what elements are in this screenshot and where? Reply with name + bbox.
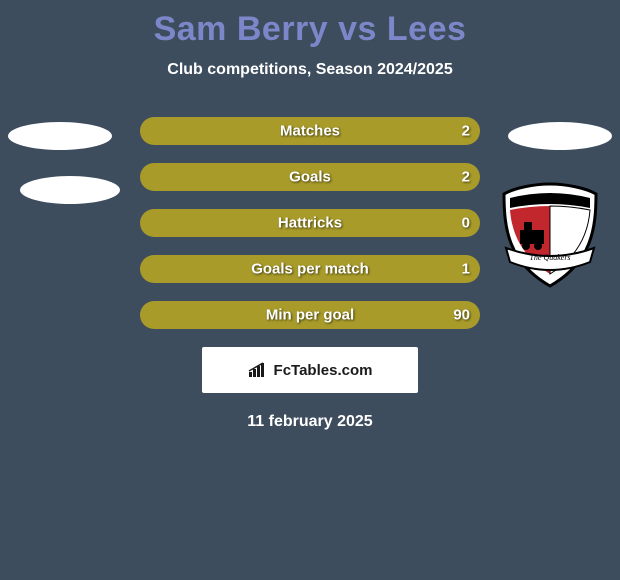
- bar-chart-icon: [248, 362, 268, 378]
- stat-value-right: 0: [462, 215, 470, 232]
- stat-bar: [140, 163, 480, 191]
- stat-row: Hattricks0: [0, 209, 620, 237]
- stats-bars: Matches2 Goals2 Hattricks0 Goals per match1…: [0, 117, 620, 329]
- stat-value-right: 2: [462, 169, 470, 186]
- stat-row: Matches2: [0, 117, 620, 145]
- stat-bar: [140, 117, 480, 145]
- date-text: 11 february 2025: [0, 413, 620, 431]
- subtitle: Club competitions, Season 2024/2025: [0, 61, 620, 79]
- stat-value-right: 1: [462, 261, 470, 278]
- stat-row: Min per goal90: [0, 301, 620, 329]
- brand-logo-box: FcTables.com: [202, 347, 418, 393]
- stat-bar: [140, 209, 480, 237]
- brand-text: FcTables.com: [274, 362, 373, 379]
- stat-value-right: 90: [453, 307, 470, 324]
- stat-value-right: 2: [462, 123, 470, 140]
- stat-bar: [140, 301, 480, 329]
- stat-row: Goals2: [0, 163, 620, 191]
- stat-row: Goals per match1: [0, 255, 620, 283]
- page-title: Sam Berry vs Lees: [0, 0, 620, 49]
- stat-bar: [140, 255, 480, 283]
- player-comparison-infographic: Sam Berry vs Lees Club competitions, Sea…: [0, 0, 620, 580]
